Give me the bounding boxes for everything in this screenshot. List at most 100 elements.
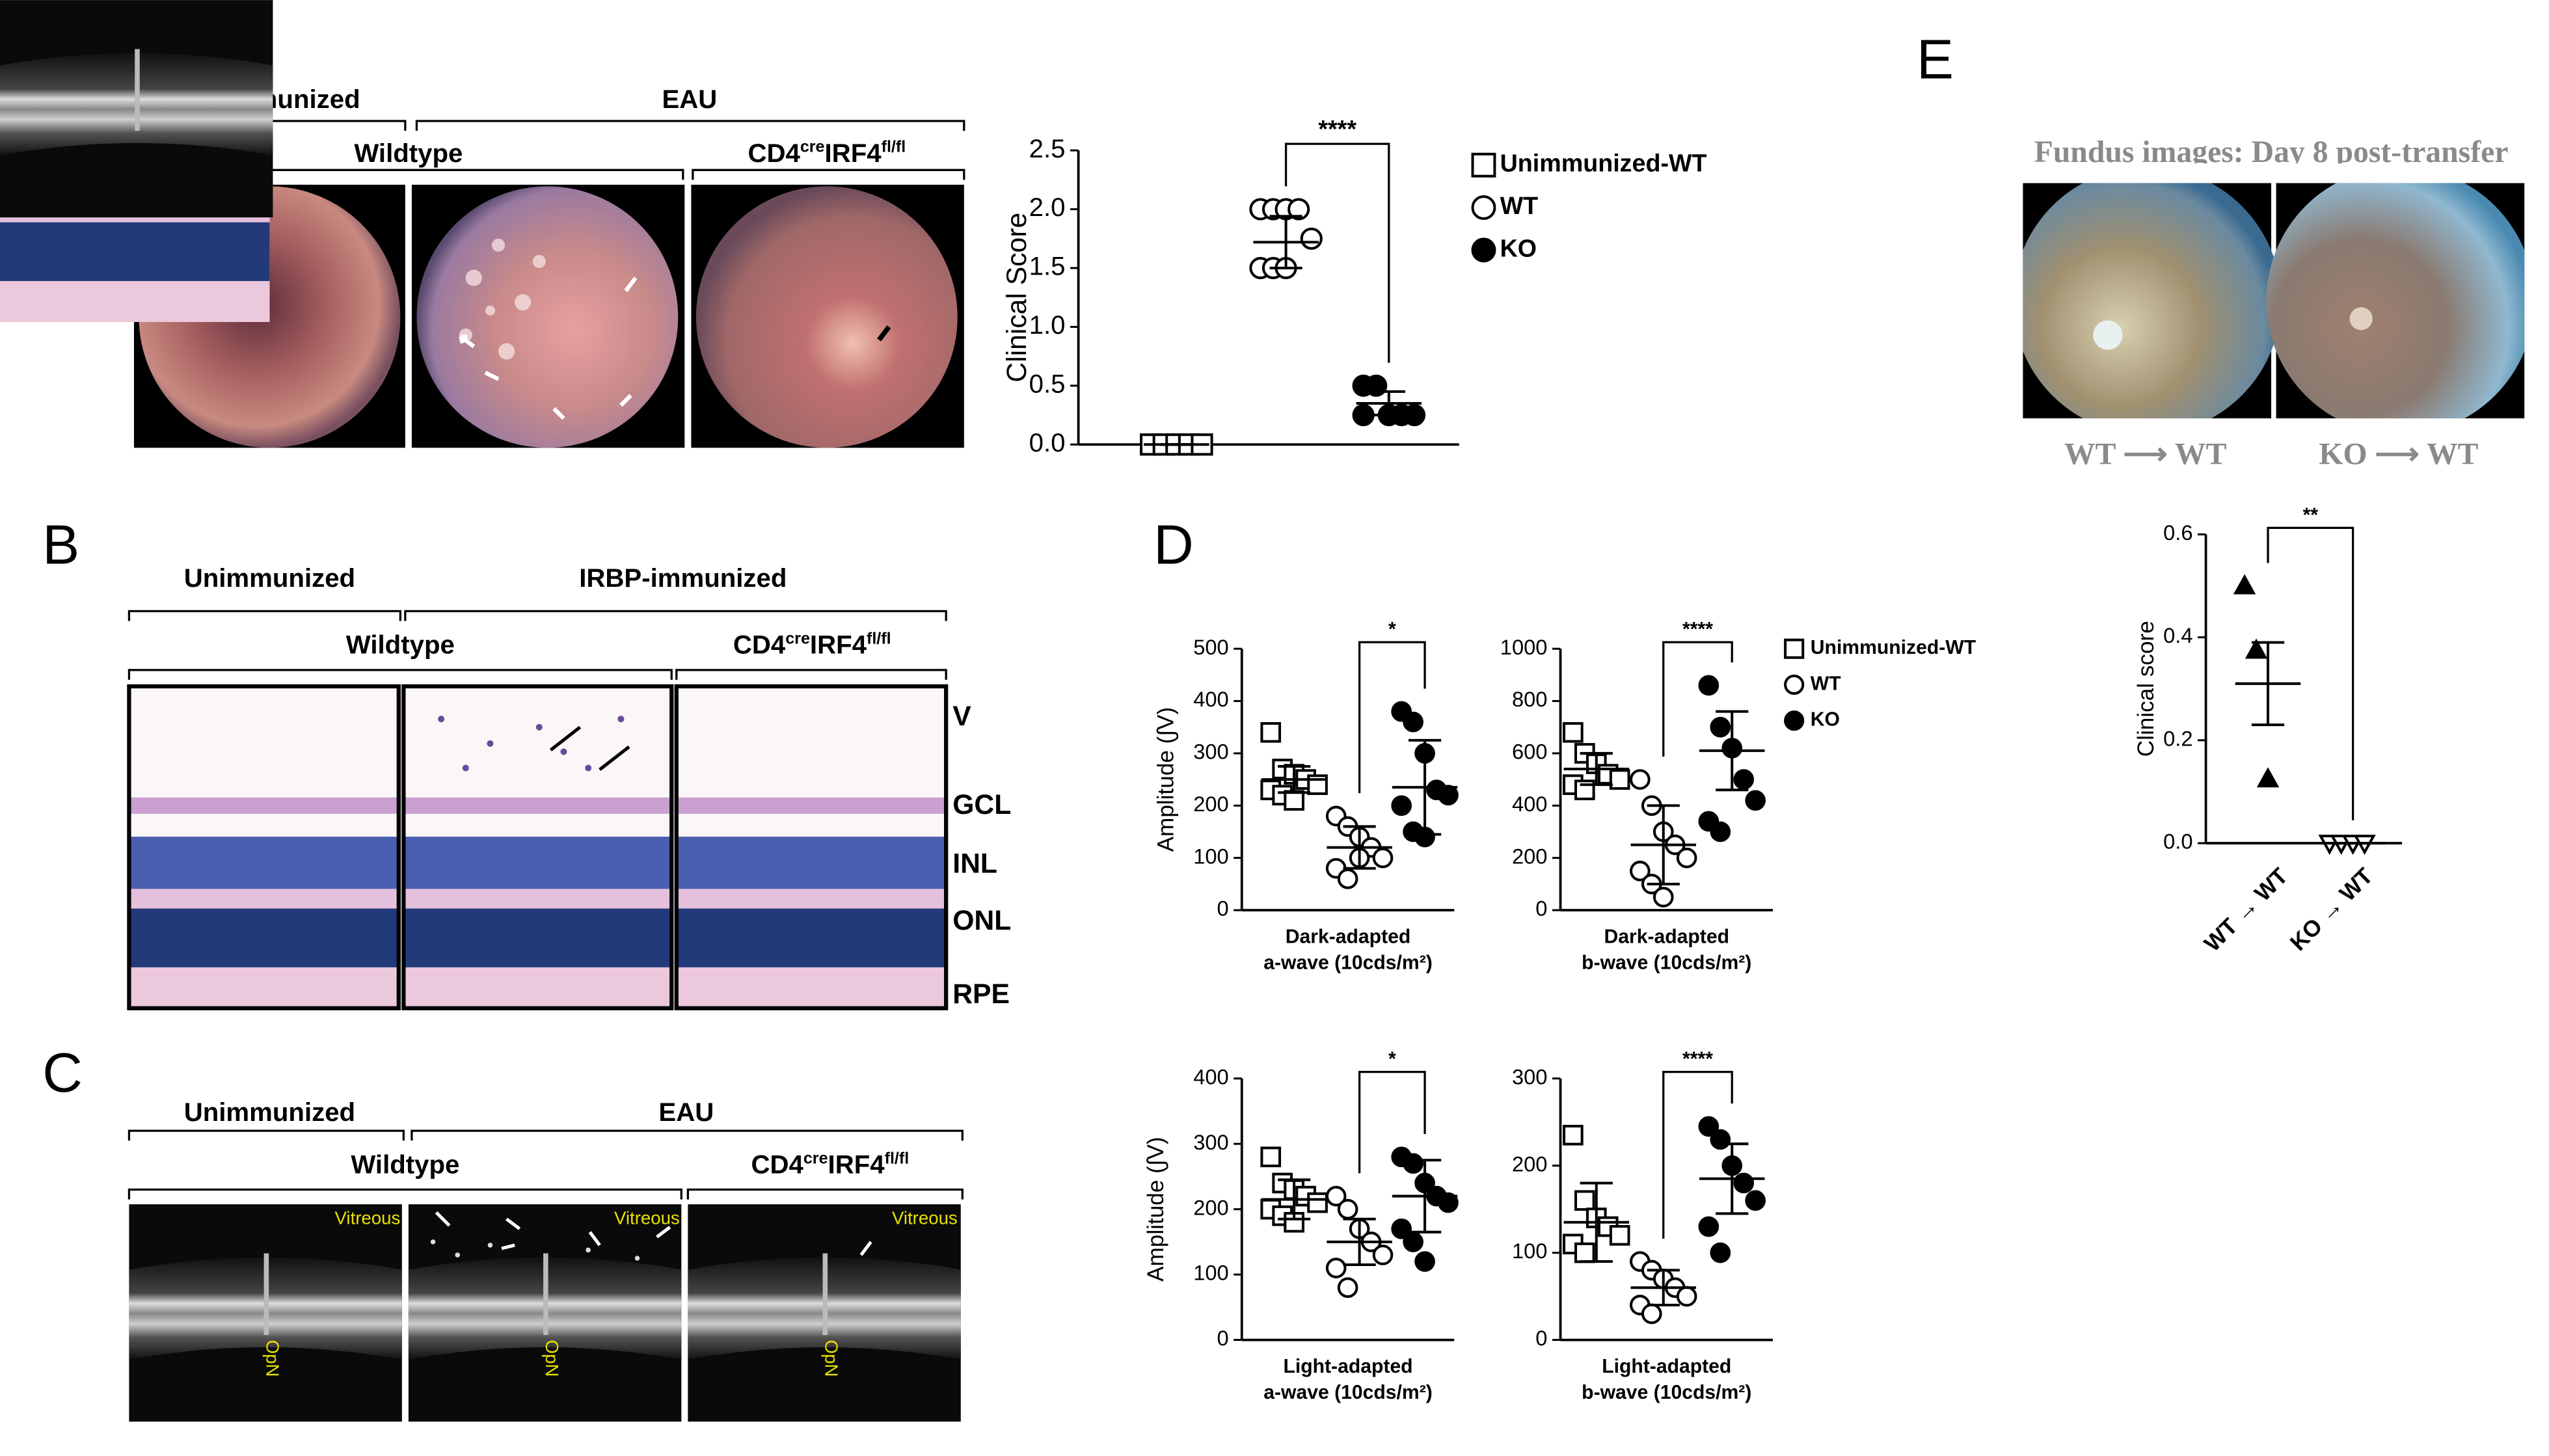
y-tick-label: 1.0 [1029,310,1066,340]
image-label: WT ⟶ WT [2064,437,2227,471]
image-label: Vitreous [335,1207,401,1228]
image-label: OpN [262,1340,282,1377]
header: CD4creIRF4fl/fl [733,630,891,660]
y-tick-label: 0.5 [1029,369,1066,398]
arrows [459,276,638,420]
data-point [1745,1190,1766,1211]
data-point [1260,1146,1282,1168]
header-part: IRF4 [825,139,882,168]
y-tick-label: 0 [1217,1326,1229,1350]
data-point [1710,821,1731,843]
significance-label: **** [1682,1049,1713,1070]
significance-bracket [1284,142,1390,363]
x-axis-label: Dark-adapted [1286,926,1411,947]
data-point [1391,795,1412,816]
data-point [1325,1185,1347,1207]
image-label: OpN [542,1340,562,1377]
y-tick-label: 400 [1193,1064,1228,1088]
data-point [1403,1153,1423,1174]
legend-label: Unimmunized-WT [1500,150,1707,177]
significance-label: **** [1318,115,1356,142]
data-point [1563,721,1584,743]
data-point [1676,847,1697,869]
data-point [1403,403,1426,427]
data-point [1652,887,1674,908]
y-tick-label: 0.0 [2163,829,2192,854]
header-part: fl/fl [885,1149,910,1167]
bracket [128,610,401,621]
legend-label: WT [1500,192,1539,219]
y-tick-label: 100 [1193,844,1228,868]
y-tick-label: 0 [1535,897,1547,921]
y-tick-label: 1000 [1500,635,1548,659]
data-point [1391,1218,1412,1239]
data-point [1710,1242,1731,1263]
bracket [675,669,947,680]
significance-bracket [2267,526,2354,820]
x-tick-label: WT → WT [2200,863,2293,956]
image-title: Fundus images: Day 8 post-transfer [2034,135,2509,169]
data-point [2256,767,2280,788]
bracket [692,169,965,180]
y-tick-label: 400 [1193,687,1228,711]
layer-label: ONL [952,905,1011,936]
y-tick-label: 100 [1512,1239,1547,1263]
y-tick-label: 400 [1512,792,1547,816]
data-point [1630,769,1651,790]
bracket [128,1188,682,1200]
layer-label: V [952,701,971,732]
header-part: cre [785,630,810,648]
y-tick-label: 0.2 [2163,726,2192,750]
y-tick-label: 200 [1512,844,1547,868]
y-tick-label: 800 [1512,687,1547,711]
x-axis-label: a-wave (10cds/m²) [1263,952,1433,973]
y-tick-label: 2.5 [1029,134,1066,163]
legend-marker [1784,638,1805,659]
data-point [1337,1277,1358,1299]
header: Wildtype [346,630,455,660]
x-axis-label: Light-adapted [1602,1356,1731,1377]
header: Wildtype [354,139,463,168]
mask [1879,163,2549,442]
legend-marker [1471,237,1496,263]
legend-label: KO [1811,709,1840,731]
header: CD4creIRF4fl/fl [751,1149,909,1179]
header-part: CD4 [748,139,800,168]
x-axis-label: b-wave (10cds/m²) [1582,1382,1751,1403]
data-point [1641,1303,1662,1325]
bracket [404,610,947,621]
legend-marker [1471,195,1496,221]
optic-disc [2349,307,2373,330]
x-axis-label: b-wave (10cds/m²) [1582,952,1751,973]
data-point [1372,1245,1394,1265]
legend-marker [1471,152,1496,178]
y-tick-label: 300 [1512,1064,1547,1088]
data-point [1733,1172,1755,1194]
y-axis-label: Amplitude (∫V) [1153,707,1178,852]
significance-bracket [1662,641,1733,757]
bracket [686,1188,964,1200]
y-tick-label: 300 [1193,740,1228,764]
y-axis-label: Clinical Score [1001,213,1032,383]
data-point [1630,860,1651,882]
optic-disc [2093,320,2123,350]
header-part: fl/fl [867,630,891,648]
significance-bracket [1358,641,1426,794]
legend-marker [1784,710,1805,731]
data-point [1710,716,1731,738]
data-point [1710,1129,1731,1150]
data-point [1337,868,1358,889]
data-point [1414,1251,1435,1272]
image-label: Vitreous [892,1207,958,1228]
header-part: cre [803,1149,828,1167]
y-axis-label: Clinical score [2133,621,2159,757]
header: IRBP-immunized [579,563,787,593]
panel-label: C [42,1042,83,1104]
data-point [1574,1190,1595,1211]
image-label: KO ⟶ WT [2319,437,2478,471]
y-tick-label: 0.4 [2163,623,2192,647]
y-tick-label: 0.6 [2163,520,2192,545]
bracket [415,120,965,131]
header: Wildtype [351,1150,459,1179]
